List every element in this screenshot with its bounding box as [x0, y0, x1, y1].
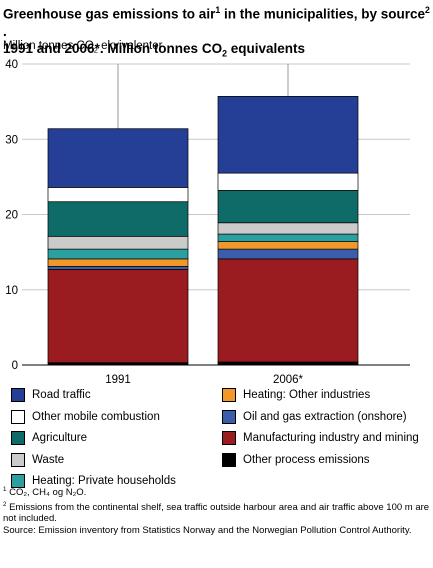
source-note: Source: Emission inventory from Statisti…	[3, 524, 412, 536]
legend-label: Other process emissions	[243, 453, 370, 466]
x-tick-label: 2006*	[273, 374, 304, 386]
y-tick-label: 0	[12, 360, 18, 372]
bar-segment	[217, 361, 359, 366]
bar-segment	[47, 269, 189, 364]
chart-title: Greenhouse gas emissions to air1 in the …	[3, 5, 430, 59]
x-tick-label: 1991	[105, 374, 131, 386]
bar-segment	[47, 128, 189, 188]
bar-segment	[217, 96, 359, 174]
bar-segment	[217, 222, 359, 235]
bar-segment	[217, 233, 359, 242]
legend-item: Manufacturing industry and mining	[222, 431, 419, 445]
bar-segment	[47, 266, 189, 270]
legend-swatch	[11, 431, 25, 445]
legend-item: Other process emissions	[222, 452, 370, 467]
legend-label: Oil and gas extraction (onshore)	[243, 410, 407, 423]
legend-swatch	[222, 452, 236, 467]
footnote-2: 2 Emissions from the continental shelf, …	[3, 500, 430, 525]
legend-swatch	[222, 409, 236, 424]
bar-segment	[217, 248, 359, 260]
bar-segment	[47, 235, 189, 250]
legend-swatch	[11, 388, 25, 402]
legend-item: Agriculture	[11, 431, 87, 445]
legend-swatch	[11, 474, 25, 488]
legend-item: Heating: Other industries	[222, 388, 370, 402]
legend-label: Other mobile combustion	[32, 410, 160, 423]
legend-label: Heating: Private households	[32, 475, 176, 487]
y-tick-label: 30	[5, 134, 18, 146]
legend-item: Waste	[11, 452, 65, 467]
legend-swatch	[222, 431, 236, 445]
legend-swatch	[222, 388, 236, 402]
legend-swatch	[11, 409, 25, 424]
bar-segment	[217, 190, 359, 224]
legend-swatch	[11, 452, 25, 467]
y-axis-label: Million tonnes CO2 ekvivalenter	[3, 40, 163, 55]
legend-label: Agriculture	[32, 432, 87, 444]
bar-segment	[47, 187, 189, 203]
legend-item: Road traffic	[11, 388, 91, 402]
legend-label: Heating: Other industries	[243, 389, 371, 401]
y-tick-label: 20	[5, 210, 18, 222]
legend-label: Road traffic	[32, 389, 91, 401]
legend-label: Manufacturing industry and mining	[243, 432, 419, 444]
y-tick-label: 40	[5, 59, 18, 71]
bar-segment	[47, 201, 189, 237]
bar-segment	[217, 241, 359, 250]
footnote-1: 1 CO₂, CH₄ og N₂O.	[3, 486, 87, 499]
footnotes: 1 CO₂, CH₄ og N₂O. 2 Emissions from the …	[3, 484, 431, 536]
bar-segment	[47, 258, 189, 267]
legend-item: Oil and gas extraction (onshore)	[222, 409, 407, 424]
bar-segment	[47, 248, 189, 260]
legend-item: Heating: Private households	[11, 474, 176, 488]
bar-segment	[217, 258, 359, 363]
legend-label: Waste	[32, 453, 65, 466]
bar-segment	[217, 172, 359, 191]
y-tick-label: 10	[5, 285, 18, 297]
legend-item: Other mobile combustion	[11, 409, 160, 424]
